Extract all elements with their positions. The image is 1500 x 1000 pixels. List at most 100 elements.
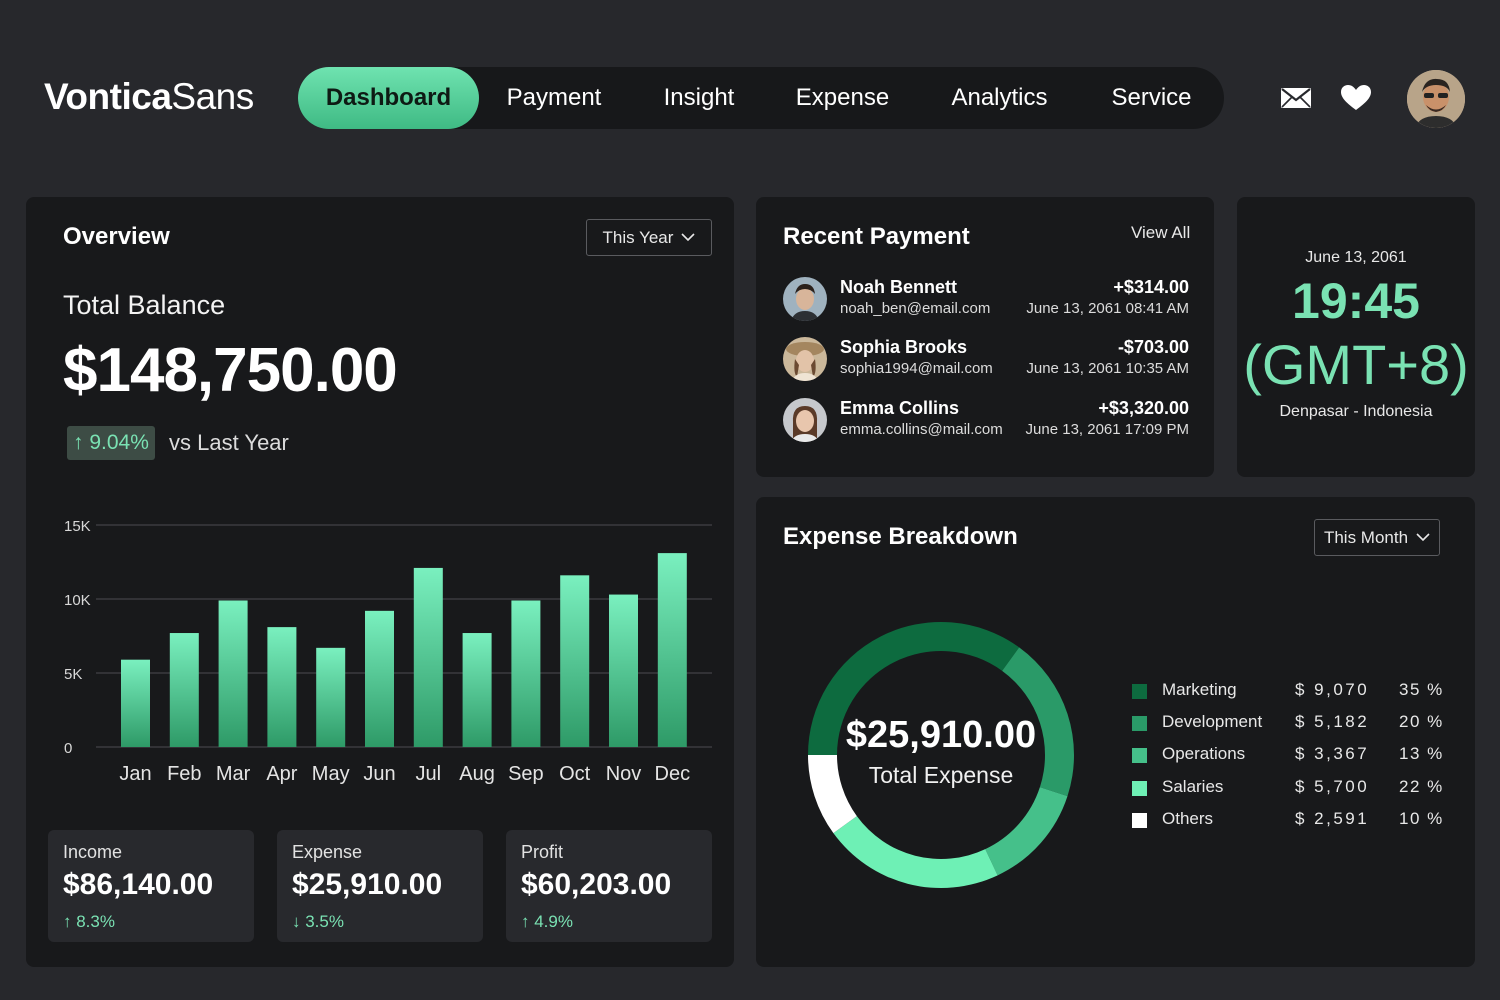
expense-donut-chart (808, 622, 1074, 888)
payment-row[interactable]: Sophia Brooks sophia1994@mail.com -$703.… (783, 337, 1189, 383)
total-expense-label: Total Expense (868, 762, 1014, 788)
income-value: $86,140.00 (63, 868, 214, 901)
expense-period-dropdown[interactable]: This Month (1314, 519, 1440, 556)
income-change: ↑ 8.3% (63, 912, 115, 931)
profit-change: ↑ 4.9% (521, 912, 573, 931)
income-stat: Income $86,140.00 ↑ 8.3% (48, 830, 254, 942)
payment-date: June 13, 2061 10:35 AM (1026, 360, 1189, 377)
payer-avatar (783, 398, 827, 442)
x-tick-label: Dec (655, 763, 691, 785)
expense-value: $25,910.00 (292, 868, 443, 901)
total-expense-value: $25,910.00 (845, 714, 1037, 756)
recent-payment-title: Recent Payment (783, 223, 970, 250)
legend-swatch (1132, 748, 1147, 763)
x-tick-label: May (312, 763, 350, 785)
profit-stat: Profit $60,203.00 ↑ 4.9% (506, 830, 712, 942)
payer-email: sophia1994@mail.com (840, 360, 993, 377)
growth-comparison-label: vs Last Year (169, 430, 289, 455)
legend-swatch (1132, 716, 1147, 731)
nav-payment[interactable]: Payment (506, 84, 602, 111)
x-tick-label: Mar (216, 763, 251, 785)
x-tick-label: Jan (119, 763, 151, 785)
payer-name: Sophia Brooks (840, 337, 968, 357)
user-avatar[interactable] (1407, 70, 1465, 128)
x-tick-label: Jun (363, 763, 395, 785)
chevron-down-icon (681, 233, 696, 242)
clock-time: 19:45 (1292, 273, 1420, 329)
donut-slice-others[interactable] (808, 755, 857, 834)
legend-swatch (1132, 813, 1147, 828)
donut-slice-development[interactable] (1002, 647, 1074, 797)
bar-dec[interactable] (657, 553, 687, 747)
bar-mar[interactable] (218, 600, 248, 747)
legend-amount: $ 5,182 (1295, 712, 1370, 731)
bar-jun[interactable] (365, 610, 394, 747)
nav-insight[interactable]: Insight (663, 84, 735, 111)
payment-row[interactable]: Emma Collins emma.collins@mail.com +$3,3… (783, 398, 1189, 444)
overview-period-label: This Year (602, 227, 674, 247)
legend-name: Salaries (1162, 777, 1224, 796)
overview-period-dropdown[interactable]: This Year (586, 219, 712, 256)
profit-value: $60,203.00 (521, 868, 672, 901)
y-tick-label: 5K (64, 666, 82, 683)
recent-payment-card (756, 197, 1214, 477)
total-balance-value: $148,750.00 (63, 336, 398, 405)
bar-sep[interactable] (511, 600, 541, 747)
legend-name: Marketing (1162, 680, 1237, 699)
growth-badge: ↑ 9.04% (67, 426, 155, 460)
payer-avatar (783, 277, 827, 321)
legend-swatch (1132, 781, 1147, 796)
donut-slice-salaries[interactable] (833, 816, 998, 888)
legend-percent: 22 % (1399, 777, 1444, 796)
donut-slice-operations[interactable] (985, 787, 1068, 876)
bar-jul[interactable] (413, 567, 443, 747)
payment-amount: -$703.00 (1117, 337, 1189, 357)
nav-service[interactable]: Service (1111, 84, 1192, 111)
legend-percent: 13 % (1399, 744, 1444, 763)
brand-logo[interactable]: VonticaSans (44, 76, 254, 117)
nav-expense[interactable]: Expense (795, 84, 890, 111)
expense-breakdown-title: Expense Breakdown (783, 523, 1018, 550)
bar-may[interactable] (316, 647, 346, 747)
payer-email: noah_ben@email.com (840, 300, 991, 317)
legend-amount: $ 3,367 (1295, 744, 1370, 763)
bar-aug[interactable] (462, 633, 492, 747)
y-tick-label: 0 (64, 740, 72, 757)
chevron-down-icon (1416, 533, 1430, 542)
legend-item: Development $ 5,182 20 % (1132, 712, 1444, 734)
legend-name: Development (1162, 712, 1263, 731)
expense-period-label: This Month (1323, 527, 1409, 547)
nav-dashboard[interactable]: Dashboard (298, 67, 479, 129)
bar-apr[interactable] (267, 627, 297, 747)
bar-jan[interactable] (121, 659, 150, 747)
clock-location: Denpasar - Indonesia (1279, 403, 1433, 420)
legend-percent: 10 % (1399, 809, 1444, 828)
view-all-link[interactable]: View All (1131, 223, 1191, 242)
overview-title: Overview (63, 223, 170, 250)
heart-icon[interactable] (1339, 82, 1373, 114)
legend-amount: $ 9,070 (1295, 680, 1370, 699)
expense-breakdown-card (756, 497, 1475, 967)
income-label: Income (63, 842, 123, 862)
payment-row[interactable]: Noah Bennett noah_ben@email.com +$314.00… (783, 277, 1189, 323)
legend-item: Salaries $ 5,700 22 % (1132, 777, 1444, 799)
bar-nov[interactable] (609, 594, 638, 747)
bar-oct[interactable] (560, 575, 590, 747)
x-tick-label: Jul (416, 763, 442, 785)
expense-stat: Expense $25,910.00 ↓ 3.5% (277, 830, 483, 942)
payer-avatar (783, 337, 827, 381)
profit-label: Profit (521, 842, 564, 862)
bar-feb[interactable] (169, 633, 199, 747)
payer-name: Noah Bennett (840, 277, 957, 297)
clock-date: June 13, 2061 (1305, 249, 1407, 266)
mail-icon[interactable] (1279, 82, 1313, 114)
legend-percent: 35 % (1399, 680, 1444, 699)
main-nav: Dashboard Payment Insight Expense Analyt… (298, 67, 1224, 129)
payer-email: emma.collins@mail.com (840, 421, 1003, 438)
y-tick-label: 15K (64, 518, 91, 535)
payment-date: June 13, 2061 08:41 AM (1026, 300, 1189, 317)
donut-slice-marketing[interactable] (808, 622, 1020, 755)
legend-amount: $ 2,591 (1295, 809, 1370, 828)
nav-analytics[interactable]: Analytics (951, 84, 1048, 111)
payment-amount: +$314.00 (1113, 277, 1189, 297)
